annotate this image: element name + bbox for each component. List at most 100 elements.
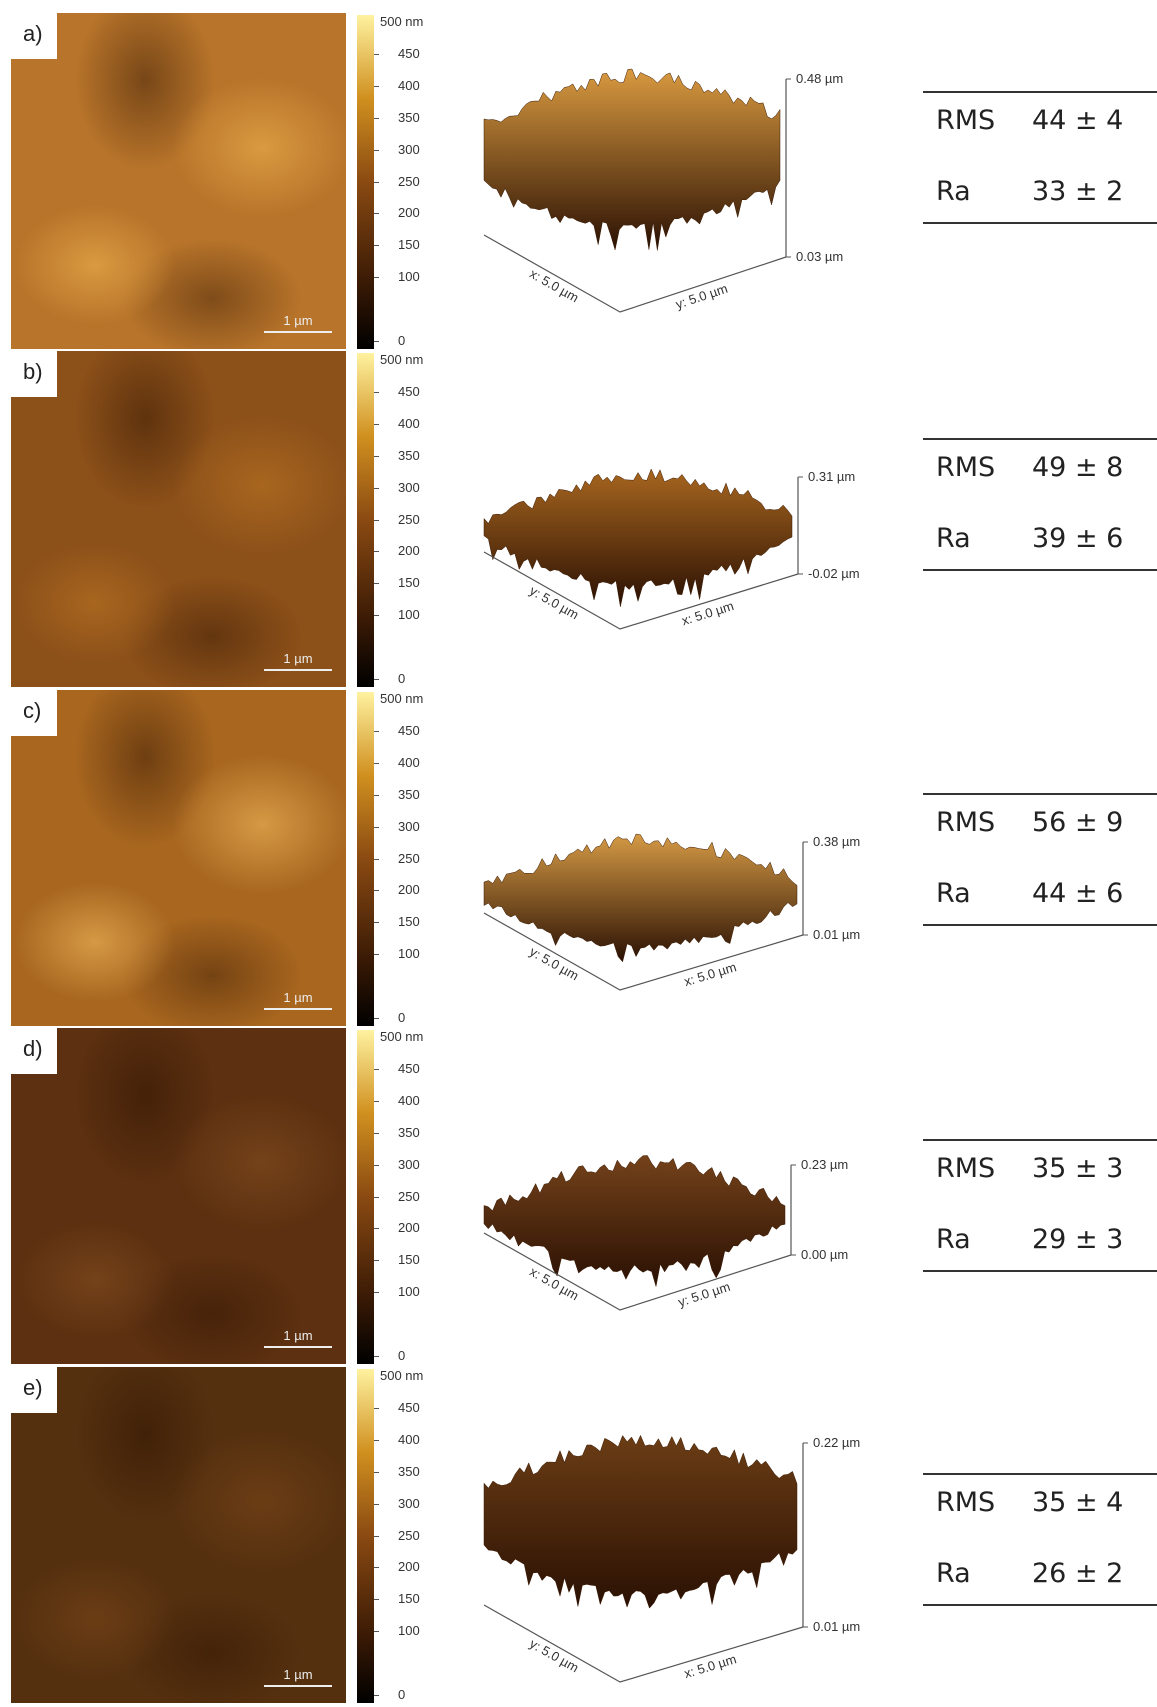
z-min-label: -0.02 µm (808, 566, 860, 581)
colorbar-tick-label: 150 (398, 237, 420, 253)
colorbar-tick (374, 794, 379, 796)
colorbar-tick-label: 300 (398, 1495, 420, 1511)
panel-label: d) (11, 1028, 57, 1074)
colorbar-tick (374, 922, 379, 924)
colorbar-tick-label: 100 (398, 607, 420, 623)
base-axes (483, 1604, 804, 1683)
table-key: RMS (936, 105, 996, 136)
table-key: Ra (936, 1558, 971, 1589)
colorbar-tick (374, 551, 379, 553)
colorbar-tick (374, 1535, 379, 1537)
scale-bar-label: 1 µm (283, 1667, 313, 1682)
table-key: Ra (936, 176, 971, 207)
panel: d) 1 µm 500 nm 450 400 350 300 250 200 150 100 0 0.2… (0, 1028, 1157, 1365)
colorbar-tick-label: 250 (398, 850, 420, 866)
colorbar-tick (374, 487, 379, 489)
colorbar (357, 15, 374, 349)
colorbar-tick (374, 1599, 379, 1601)
panel: b) 1 µm 500 nm 450 400 350 300 250 200 150 100 0 0.3… (0, 351, 1157, 688)
colorbar-tick-label: 100 (398, 946, 420, 962)
colorbar-tick-label: 0 (398, 333, 406, 348)
colorbar-tick (374, 53, 379, 55)
surface (483, 1434, 798, 1609)
table-value: 33 ± 2 (1032, 176, 1124, 207)
scale-bar (264, 331, 332, 333)
panel-label: c) (11, 690, 57, 736)
panel-label: b) (11, 351, 57, 397)
table-value: 56 ± 9 (1032, 807, 1124, 838)
surface-plot: 0.31 µm-0.02 µmy: 5.0 µm x: 5.0 µm (483, 468, 860, 630)
colorbar-tick-label: 400 (398, 1092, 420, 1108)
z-max-label: 0.48 µm (796, 71, 843, 86)
colorbar (357, 1369, 374, 1703)
table-value: 26 ± 2 (1032, 1558, 1124, 1589)
colorbar (357, 692, 374, 1026)
z-max-label: 0.22 µm (813, 1435, 860, 1450)
roughness-table: RMS 35 ± 4 Ra 26 ± 2 (923, 1473, 1157, 1606)
scale-bar (264, 1346, 332, 1348)
colorbar-tick (374, 455, 379, 457)
surface-plot: 0.48 µm0.03 µmx: 5.0 µm y: 5.0 µm (483, 68, 843, 313)
table-value: 35 ± 4 (1032, 1487, 1124, 1518)
base-axes (483, 1232, 792, 1311)
colorbar-tick-label: 300 (398, 141, 420, 157)
roughness-table: RMS 35 ± 3 Ra 29 ± 3 (923, 1139, 1157, 1272)
colorbar-tick (374, 1567, 379, 1569)
colorbar-tick-label: 200 (398, 205, 420, 221)
scale-bar (264, 1685, 332, 1687)
panel: a) 1 µm 500 nm 450 400 350 300 250 200 150 100 0 0.4… (0, 13, 1157, 350)
panel: e) 1 µm 500 nm 450 400 350 300 250 200 150 100 0 0.2… (0, 1367, 1157, 1704)
colorbar-tick-label: 100 (398, 1284, 420, 1300)
roughness-table: RMS 44 ± 4 Ra 33 ± 2 (923, 91, 1157, 224)
colorbar-tick-label: 0 (398, 1687, 406, 1702)
colorbar-unit: 500 nm (380, 352, 424, 367)
colorbar-tick (374, 1631, 379, 1633)
colorbar-unit: 500 nm (380, 1368, 424, 1383)
table-value: 29 ± 3 (1032, 1224, 1124, 1255)
scale-bar (264, 1008, 332, 1010)
scale-bar-label: 1 µm (283, 651, 313, 666)
colorbar-tick-label: 400 (398, 415, 420, 431)
panel-label: e) (11, 1367, 57, 1413)
colorbar-tick-label: 100 (398, 269, 420, 285)
colorbar-tick (374, 1132, 379, 1134)
colorbar-tick (374, 213, 379, 215)
colorbar-tick-label: 150 (398, 575, 420, 591)
afm-image: d) 1 µm (11, 1028, 346, 1364)
table-key: Ra (936, 1224, 971, 1255)
colorbar-tick-label: 150 (398, 914, 420, 930)
colorbar-tick-label: 450 (398, 1060, 420, 1076)
colorbar-tick (374, 1196, 379, 1198)
panel: c) 1 µm 500 nm 450 400 350 300 250 200 150 100 0 0.3… (0, 690, 1157, 1027)
z-max-label: 0.31 µm (808, 469, 855, 484)
colorbar-tick (374, 1164, 379, 1166)
table-value: 39 ± 6 (1032, 523, 1124, 554)
table-value: 35 ± 3 (1032, 1153, 1124, 1184)
colorbar-tick (374, 1068, 379, 1070)
table-key: RMS (936, 807, 996, 838)
colorbar-unit: 500 nm (380, 1029, 424, 1044)
colorbar-tick (374, 730, 379, 732)
colorbar-tick-label: 350 (398, 786, 420, 802)
colorbar-tick (374, 245, 379, 247)
right-axis-label: x: 5.0 µm (682, 959, 738, 989)
colorbar-tick-label: 0 (398, 671, 406, 686)
surface (483, 1155, 786, 1287)
z-max-label: 0.23 µm (801, 1157, 848, 1172)
colorbar-tick (374, 341, 379, 342)
scale-bar-label: 1 µm (283, 990, 313, 1005)
colorbar-tick-label: 200 (398, 543, 420, 559)
colorbar-tick-label: 250 (398, 1188, 420, 1204)
table-value: 44 ± 4 (1032, 105, 1124, 136)
colorbar-tick (374, 762, 379, 764)
surface-plot: 0.23 µm0.00 µmx: 5.0 µm y: 5.0 µm (483, 1155, 848, 1311)
colorbar-tick (374, 1695, 379, 1696)
colorbar-tick (374, 1503, 379, 1505)
surface (483, 833, 798, 963)
colorbar-tick-label: 250 (398, 173, 420, 189)
table-key: Ra (936, 523, 971, 554)
colorbar-tick (374, 149, 379, 151)
colorbar-unit: 500 nm (380, 691, 424, 706)
colorbar-tick-label: 400 (398, 1431, 420, 1447)
z-min-label: 0.01 µm (813, 1619, 860, 1634)
